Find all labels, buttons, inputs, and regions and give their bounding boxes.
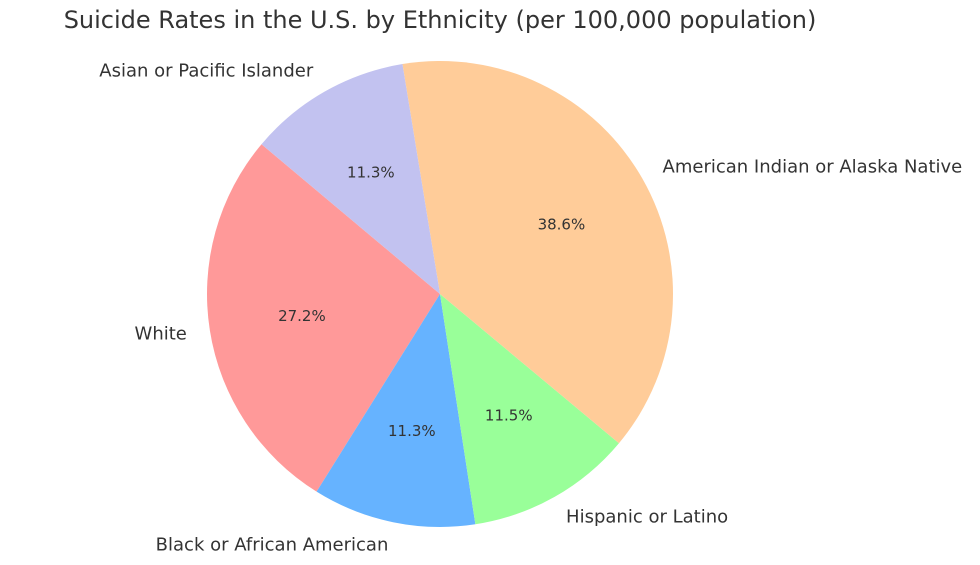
pie-slice-asian-or-pacific-islander [261, 64, 440, 294]
pie-slice-hispanic-or-latino [440, 294, 619, 525]
pie-category-label: American Indian or Alaska Native [663, 156, 963, 177]
pie-slice-american-indian-or-alaska-native [402, 61, 674, 444]
pie-percent-label: 11.3% [388, 422, 436, 440]
pie-percent-label: 27.2% [278, 307, 326, 325]
pie-slice-white [207, 144, 440, 492]
pie-slice-black-or-african-american [316, 294, 476, 528]
pie-percent-label: 11.3% [347, 163, 395, 181]
pie-category-label: Asian or Pacific Islander [99, 61, 314, 82]
pie-category-label: Hispanic or Latino [566, 507, 728, 528]
pie-category-labels: White Black or African American Hispanic o… [99, 61, 962, 556]
pie-category-label: White [135, 324, 187, 345]
pie-percent-label: 38.6% [538, 216, 586, 234]
pie-slices [207, 61, 674, 528]
pie-percent-labels: 27.2% 11.3% 11.5% 38.6% 11.3% [278, 163, 585, 439]
chart-title: Suicide Rates in the U.S. by Ethnicity (… [63, 6, 817, 34]
pie-percent-label: 11.5% [485, 407, 533, 425]
pie-category-label: Black or African American [156, 535, 389, 556]
